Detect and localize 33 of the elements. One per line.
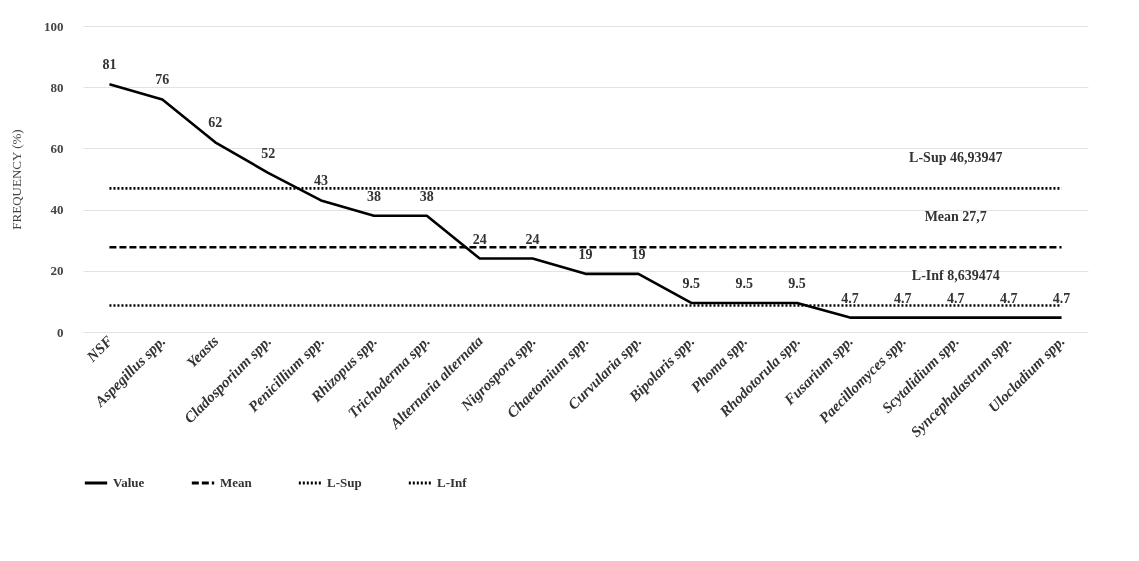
data-label: 9.5 [682,275,701,291]
y-tick-label: 20 [50,263,64,279]
annotation: L-Sup 46,93947 [909,150,1003,166]
data-label: 38 [419,188,434,204]
data-label: 52 [261,145,276,161]
data-label: 9.5 [788,275,806,291]
annotation: L-Inf 8,639474 [911,267,1000,283]
data-label: 76 [155,72,170,88]
annotation: Mean 27,7 [924,209,987,225]
data-label: 4.7 [841,290,859,306]
data-label: 62 [208,115,223,131]
y-tick-label: 60 [50,140,64,156]
data-label: 81 [102,57,117,73]
legend-label: Mean [220,475,253,490]
data-label: 38 [366,188,381,204]
data-label: 4.7 [947,290,965,306]
data-label: 4.7 [1052,290,1071,306]
data-label: 43 [314,173,329,189]
y-tick-label: 40 [50,202,64,218]
y-tick-label: 80 [50,79,64,95]
data-label: 24 [472,231,487,247]
data-label: 19 [578,246,593,262]
legend-label: L-Inf [437,475,468,490]
legend-label: Value [113,475,145,490]
legend-label: L-Sup [327,475,362,490]
y-tick-label: 100 [44,18,64,34]
data-label: 4.7 [894,290,912,306]
y-axis-title: FREQUENCY (%) [9,129,24,230]
data-label: 9.5 [735,275,753,291]
data-label: 19 [631,246,646,262]
data-label: 24 [525,231,540,247]
data-label: 4.7 [999,290,1018,306]
y-tick-label: 0 [57,324,64,340]
